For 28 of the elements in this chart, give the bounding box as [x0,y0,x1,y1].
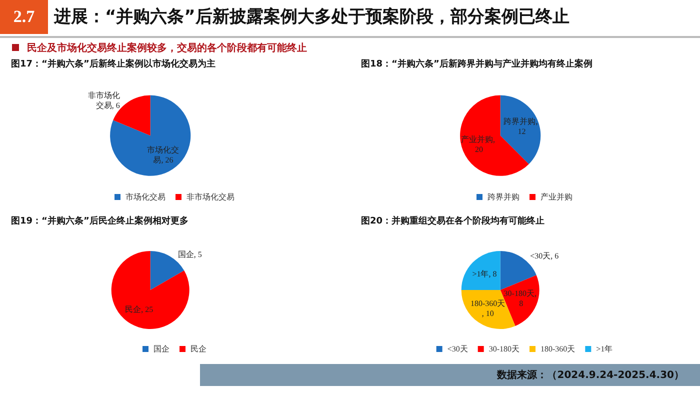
legend-label: >1年 [596,344,613,354]
data-label: <30天, 6 [530,251,559,260]
text: 2.7 [0,0,48,34]
data-label: >1年, 8 [472,270,497,279]
legend-label: 国企 [154,344,170,354]
legend-label: 跨界并购 [488,192,520,202]
data-label: 跨界并购, 12 [504,117,540,136]
chart-title: 图20：并购重组交易在各个阶段均有可能终止 [361,216,545,226]
data-label: 国企, 5 [178,250,202,259]
legend-label: 市场化交易 [126,192,166,202]
chart-title: 图17：“并购六条”后新终止案例以市场化交易为主 [11,58,216,70]
data-label: 30-180天, 8 [504,289,538,308]
data-label: 180-360天, 10 [470,299,506,318]
data-label: 市场化交易, 26 [147,145,180,164]
legend-label: 30-180天 [488,344,520,354]
text: 进展：“并购六条”后新披露案例大多处于预案阶段，部分案例已终止 [54,6,570,28]
text: 民企及市场化交易终止案例较多，交易的各个阶段都有可能终止 [27,43,307,54]
legend-label: 180-360天 [540,344,576,354]
legend-label: 产业并购 [540,192,572,202]
data-label: 产业并购, 20 [460,134,497,154]
chart-title: 图18：“并购六条”后新跨界并购与产业并购均有终止案例 [361,58,592,70]
legend-label: <30天 [447,344,468,354]
source-note: 数据来源：（2024.9.24-2025.4.30） [200,364,700,386]
chart-title: 图19：“并购六条”后民企终止案例相对更多 [11,216,188,226]
legend-label: 民企 [190,344,206,354]
legend-label: 非市场化交易 [186,192,234,202]
data-label: 民企, 25 [125,304,154,314]
data-label: 非市场化交易, 6 [88,90,120,110]
